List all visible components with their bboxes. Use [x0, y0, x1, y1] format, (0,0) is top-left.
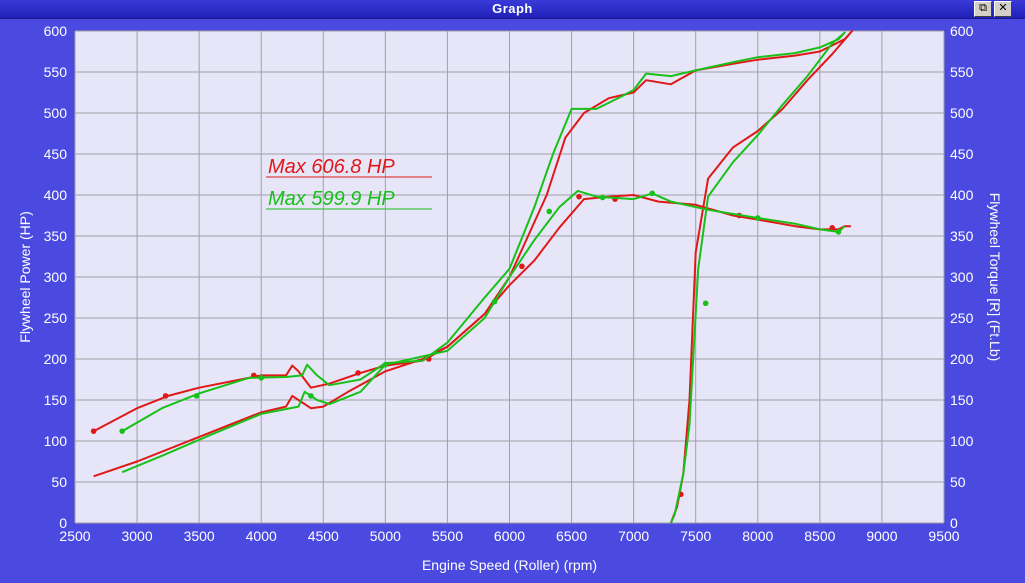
y2-tick-label: 50: [950, 474, 966, 490]
x-tick-label: 8000: [742, 528, 773, 544]
max-annotations: Max 606.8 HP Max 599.9 HP: [266, 156, 432, 210]
close-button[interactable]: ✕: [994, 1, 1012, 17]
y-tick-label: 550: [44, 64, 68, 80]
series-1-marker: [519, 263, 525, 270]
x-tick-label: 8500: [804, 528, 835, 544]
x-tick-label: 2500: [59, 528, 90, 544]
title-bar[interactable]: Graph ⧉ ✕: [0, 0, 1025, 19]
y2-tick-label: 550: [950, 64, 974, 80]
series-2-marker: [702, 300, 709, 307]
restore-icon: ⧉: [979, 2, 987, 14]
y-tick-label: 250: [44, 310, 68, 326]
y2-tick-label: 350: [950, 228, 974, 244]
max-hp-label: Max 606.8 HP: [268, 156, 395, 178]
y2-tick-label: 300: [950, 269, 974, 285]
x-tick-label: 5000: [370, 528, 401, 544]
x-tick-label: 5500: [432, 528, 463, 544]
series-1-marker: [576, 193, 582, 200]
y-tick-label: 500: [44, 105, 68, 121]
series-2-torque-line: [121, 31, 846, 524]
x-tick-label: 6000: [494, 528, 525, 544]
y-tick-label: 400: [44, 187, 68, 203]
y-tick-label: 300: [44, 269, 68, 285]
y-tick-label: 350: [44, 228, 68, 244]
y-axis-label: Flywheel Power (HP): [17, 211, 33, 342]
series-2-marker: [382, 361, 389, 368]
series-1-marker: [162, 393, 169, 399]
close-icon: ✕: [998, 2, 1008, 14]
y-tick-label: 200: [44, 351, 68, 367]
y-tick-label: 50: [51, 474, 67, 490]
series-2-marker: [491, 298, 498, 305]
dyno-chart: 2500 3000 3500 4000 4500 5000 5500 6000 6500 7000…: [17, 23, 1003, 573]
restore-button[interactable]: ⧉: [974, 1, 992, 17]
max-hp-label: Max 599.9 HP: [268, 188, 395, 210]
y2-tick-label: 450: [950, 146, 974, 162]
series-2-marker: [546, 208, 553, 215]
y-tick-label: 150: [44, 392, 68, 408]
y-tick-label: 100: [44, 433, 68, 449]
y2-tick-label: 150: [950, 392, 974, 408]
y2-tick-label: 200: [950, 351, 974, 367]
x-tick-label: 3500: [184, 528, 215, 544]
curves: [90, 30, 854, 524]
series-1-power-line: [93, 194, 851, 478]
series-2-marker: [258, 375, 265, 381]
y2-axis-label: Flywheel Torque [R] (Ft.Lb): [987, 193, 1003, 362]
x-tick-label: 4500: [308, 528, 339, 544]
tick-labels: 2500 3000 3500 4000 4500 5000 5500 6000 6500 7000…: [44, 23, 974, 544]
y2-tick-label: 600: [950, 23, 974, 39]
series-2-power-line: [121, 189, 846, 474]
x-tick-label: 9000: [866, 528, 897, 544]
series-2-marker: [599, 194, 606, 201]
series-2-marker: [119, 428, 125, 434]
x-tick-label: 9500: [928, 528, 959, 544]
window-title: Graph: [492, 1, 533, 16]
grid: [74, 30, 945, 524]
x-tick-label: 4000: [246, 528, 277, 544]
y2-tick-label: 250: [950, 310, 974, 326]
y-tick-label: 450: [44, 146, 68, 162]
x-tick-label: 6500: [556, 528, 587, 544]
series-1-marker: [355, 370, 361, 376]
y2-tick-label: 500: [950, 105, 974, 121]
y2-tick-label: 400: [950, 187, 974, 203]
x-tick-label: 3000: [121, 528, 152, 544]
y2-tick-label: 0: [950, 515, 958, 531]
y2-tick-label: 100: [950, 433, 974, 449]
series-2-marker: [308, 393, 314, 399]
series-1-marker: [90, 428, 97, 434]
y-tick-label: 0: [59, 515, 67, 531]
series-2-marker: [835, 229, 842, 235]
series-2-marker: [649, 190, 656, 197]
x-axis-label: Engine Speed (Roller) (rpm): [422, 557, 597, 573]
series-1-marker: [829, 225, 836, 231]
y-tick-label: 600: [44, 23, 68, 39]
series-1-torque-line: [93, 30, 854, 524]
x-tick-label: 7000: [618, 528, 649, 544]
series-2-marker: [754, 215, 761, 221]
x-tick-label: 7500: [680, 528, 711, 544]
series-2-marker: [193, 393, 200, 399]
